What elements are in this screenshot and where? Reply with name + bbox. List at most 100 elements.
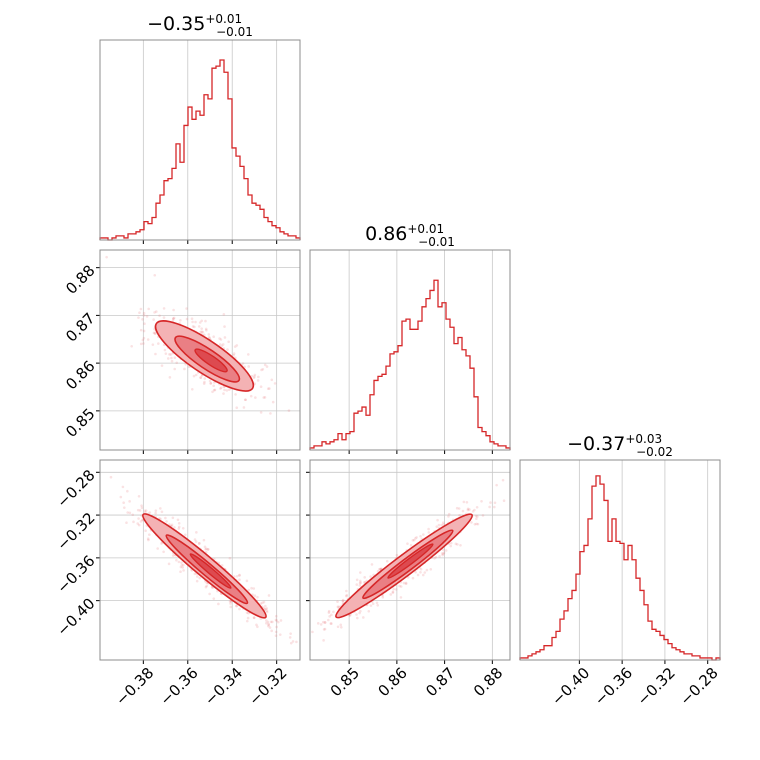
sample-point (153, 331, 157, 335)
sample-point (228, 600, 232, 603)
sample-point (198, 542, 201, 545)
sample-point (437, 523, 441, 527)
y-tick-label: 0.87 (62, 309, 98, 345)
title-param-3-upper: +0.03 (625, 432, 662, 446)
sample-point (158, 314, 161, 317)
sample-point (474, 514, 478, 518)
sample-point (235, 574, 239, 578)
sample-point (200, 327, 203, 330)
sample-point (227, 340, 230, 344)
sample-point (153, 311, 156, 314)
sample-point (243, 398, 247, 402)
sample-point (199, 330, 202, 334)
sample-point (381, 595, 385, 599)
sample-point (330, 622, 333, 625)
sample-point (219, 386, 223, 390)
sample-point (447, 512, 451, 516)
sample-point (361, 616, 365, 619)
sample-point (137, 316, 140, 319)
sample-point (170, 356, 173, 360)
sample-point (501, 478, 505, 482)
sample-point (394, 588, 398, 591)
sample-point (322, 639, 325, 642)
sample-point (421, 573, 425, 577)
sample-point (177, 522, 181, 525)
sample-point (369, 604, 373, 607)
sample-point (256, 379, 260, 382)
sample-point (182, 563, 185, 567)
sample-point (423, 571, 427, 574)
sample-point (204, 327, 208, 331)
sample-point (252, 376, 256, 380)
sample-point (399, 585, 403, 588)
sample-point (196, 575, 199, 578)
sample-point (259, 411, 263, 414)
sample-point (225, 389, 229, 392)
sample-point (267, 594, 271, 597)
title-param-1: −0.35+0.01 −0.01 (147, 12, 253, 39)
sample-point (147, 307, 150, 311)
sample-point (260, 368, 263, 372)
sample-point (197, 325, 201, 328)
sample-point (218, 337, 221, 340)
sample-point (223, 336, 227, 339)
sample-point (336, 625, 340, 629)
sample-point (147, 538, 150, 542)
sample-point (332, 610, 335, 614)
panel-frame (99, 459, 301, 661)
sample-point (378, 567, 381, 571)
sample-point (141, 318, 144, 321)
sample-point (411, 576, 415, 580)
sample-point (172, 317, 175, 320)
sample-point (265, 610, 269, 614)
title-param-2-lower: −0.01 (418, 235, 455, 249)
sample-point (261, 367, 265, 371)
x-tick-label: −0.28 (676, 664, 721, 709)
sample-point (247, 365, 251, 368)
panel-frame (309, 249, 511, 451)
sample-point (126, 489, 129, 493)
sample-point (181, 566, 185, 569)
sample-point (447, 515, 450, 518)
sample-point (193, 572, 197, 576)
sample-point (219, 338, 223, 341)
sample-point (199, 376, 202, 379)
sample-point (180, 561, 183, 564)
sample-point (219, 387, 222, 390)
panel-0-0 (99, 39, 301, 244)
sample-point (425, 568, 429, 572)
sample-point (271, 400, 275, 404)
corner-panels: −0.38 −0.36 −0.34 −0.32 0.85 0.86 0.87 0.88 −0.4… (53, 39, 722, 709)
sample-point (457, 507, 461, 510)
sample-point (173, 526, 176, 529)
sample-point (262, 600, 266, 604)
sample-point (171, 554, 175, 557)
sample-point (207, 336, 211, 339)
sample-point (268, 626, 272, 629)
sample-point (266, 387, 270, 391)
x-tick-label: −0.36 (591, 664, 636, 709)
sample-point (140, 504, 143, 507)
contour-inner (194, 348, 228, 373)
sample-point (414, 570, 417, 574)
sample-point (462, 500, 466, 504)
sample-point (287, 409, 291, 412)
sample-point (359, 581, 362, 584)
sample-point (267, 624, 270, 628)
sample-point (435, 525, 439, 528)
sample-point (379, 567, 383, 571)
sample-point (270, 629, 273, 633)
sample-point (268, 387, 271, 390)
sample-point (202, 538, 206, 542)
sample-point (183, 367, 186, 371)
sample-point (481, 514, 485, 517)
sample-point (128, 500, 131, 503)
sample-point (358, 581, 362, 585)
sample-point (136, 522, 140, 525)
sample-point (208, 336, 211, 340)
sample-point (327, 618, 330, 622)
sample-point (131, 513, 135, 517)
sample-point (203, 380, 206, 384)
sample-point (132, 520, 135, 524)
sample-point (274, 618, 278, 622)
